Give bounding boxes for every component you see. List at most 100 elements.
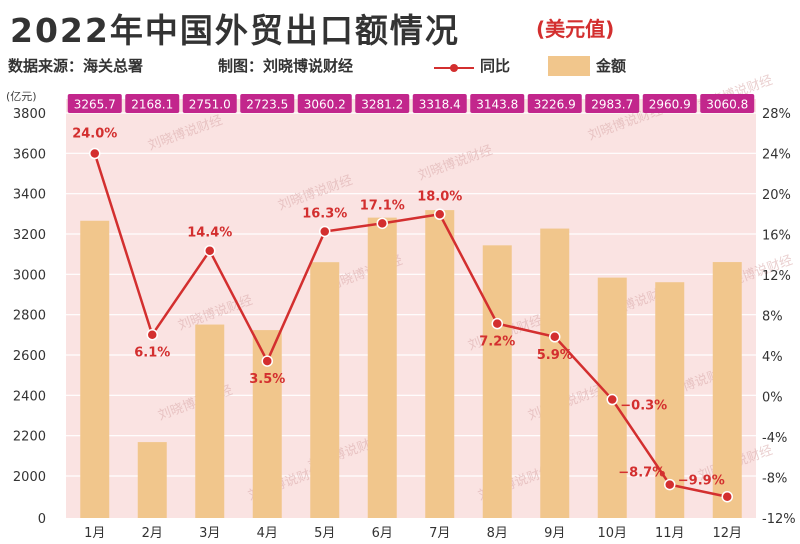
left-tick-label: 2200 [13,430,46,445]
x-tick-label: 12月 [712,526,742,541]
bar-value-label: 2751.0 [189,98,231,112]
yoy-label: 18.0% [417,189,462,204]
yoy-label: −9.9% [678,474,725,489]
yoy-data-labels: 24.0% 6.1% 14.4% 3.5% 16.3% 17.1% 18.0% 7.2% 5.9… [72,127,725,489]
legend-bar-label: 金额 [596,57,627,75]
bar-value-box [412,94,467,113]
x-tick-label: 9月 [544,526,565,541]
right-tick-label: 12% [762,269,791,284]
x-axis: 1月 2月 3月 4月 5月 6月 7月 8月 9月 10月 11月 12月 [84,526,742,541]
right-tick-label: -4% [762,431,787,446]
plot-background [66,99,756,518]
x-tick-label: 10月 [597,526,627,541]
yoy-point-2 [146,328,158,341]
left-tick-label: 2000 [13,470,46,485]
bar-value-label: 2983.7 [591,98,633,112]
left-tick-label: 2800 [13,309,46,324]
bar-9 [540,228,570,518]
x-tick-label: 4月 [257,526,278,541]
x-tick-label: 5月 [314,526,335,541]
legend-line-swatch [434,63,474,73]
left-tick-label: 3800 [13,107,46,122]
yoy-point-1 [89,147,101,160]
left-tick-label: 3200 [13,228,46,243]
yoy-label: 17.1% [360,198,405,213]
bar-8 [482,245,512,518]
bar-12 [712,262,742,518]
bar-1 [80,220,110,519]
bar-value-label: 3265.7 [74,98,116,112]
chart-maker: 制图：刘晓博说财经 [218,57,354,75]
bar-value-box [642,94,697,113]
right-tick-label: 24% [762,148,791,163]
yoy-label: 24.0% [72,127,117,142]
bar-value-label: 3143.8 [476,98,518,112]
bar-value-label: 3060.2 [304,98,346,112]
x-tick-label: 3月 [199,526,220,541]
yoy-point-12 [721,490,733,503]
yoy-label: 14.4% [187,226,232,241]
x-tick-label: 2月 [142,526,163,541]
yoy-point-4 [261,355,273,367]
x-tick-label: 8月 [487,526,508,541]
left-axis-unit: (亿元) [6,90,37,103]
bar-value-box [527,94,582,113]
right-tick-label: 8% [762,310,783,325]
yoy-points [89,147,733,503]
bar-value-box [470,94,525,113]
right-tick-label: -8% [762,472,787,487]
bar-value-box [585,94,640,113]
bar-value-label: 3318.4 [419,98,461,112]
left-tick-label: 2600 [13,349,46,364]
legend-bar-swatch [548,56,590,76]
yoy-label: 16.3% [302,206,347,221]
right-tick-label: 20% [762,188,791,203]
legend-line-label: 同比 [480,57,511,75]
bar-5 [310,262,340,518]
bar-value-box [297,94,352,113]
bar-3 [195,324,225,518]
yoy-label: 3.5% [249,372,285,387]
yoy-point-10 [606,393,618,406]
gridlines [66,112,756,477]
right-tick-label: 28% [762,107,791,122]
x-tick-label: 7月 [429,526,450,541]
x-tick-label: 11月 [655,526,685,541]
bar-6 [367,217,397,518]
yoy-label: −0.3% [620,399,667,414]
left-tick-label: 3600 [13,147,46,162]
bar-series [80,210,742,519]
bar-value-box [355,94,410,113]
right-tick-label: -12% [762,512,796,527]
bar-value-label: 2723.5 [246,98,288,112]
yoy-point-11 [664,478,676,491]
right-tick-label: 4% [762,350,783,365]
chart-title: 2022年中国外贸出口额情况 [10,11,460,50]
bar-11 [655,282,685,518]
bar-value-label: 3060.8 [706,98,748,112]
right-tick-label: 0% [762,391,783,406]
yoy-point-5 [319,225,331,238]
chart-unit-note: (美元值) [536,17,615,41]
bar-value-label: 3226.9 [534,98,576,112]
left-tick-label: 3400 [13,188,46,203]
data-source: 数据来源：海关总署 [8,57,144,75]
bar-value-label: 2168.1 [131,98,173,112]
bar-value-label: 3281.2 [361,98,403,112]
x-tick-label: 1月 [84,526,105,541]
yoy-label: −8.7% [618,466,665,481]
left-tick-label: 2400 [13,389,46,404]
left-axis: (亿元) 3800 3600 3400 3200 3000 2800 2600 2400 2200… [6,90,46,527]
bar-value-label: 2960.9 [649,98,691,112]
bar-7 [425,210,455,518]
yoy-line [93,153,728,498]
bar-value-box [67,94,122,113]
yoy-label: 7.2% [479,335,515,350]
yoy-label: 6.1% [134,346,170,361]
bar-value-box [125,94,180,113]
right-tick-label: 16% [762,229,791,244]
left-tick-label: 0 [38,512,46,527]
yoy-point-8 [491,317,503,330]
bar-2 [137,442,167,518]
